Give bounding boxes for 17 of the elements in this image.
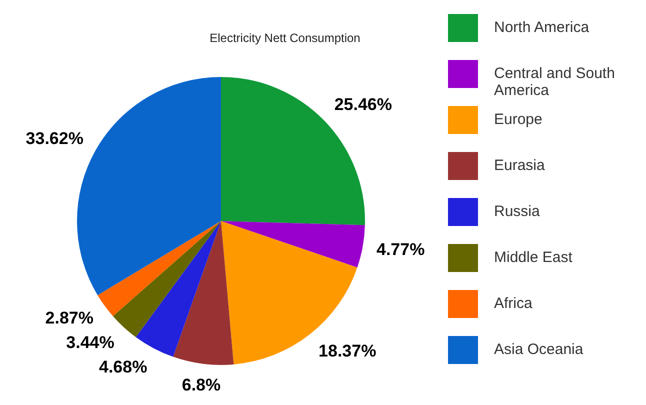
data-label: 2.87%: [45, 308, 94, 328]
text: Electricity Nett Consumption: [208, 31, 362, 45]
legend-label: Central and South America: [494, 64, 616, 99]
data-label: 4.68%: [99, 357, 148, 376]
data-label: 4.77%: [376, 240, 425, 260]
legend-label: Eurasia: [494, 156, 545, 174]
data-label: 18.37%: [318, 341, 376, 360]
data-label: 6.8%: [182, 375, 221, 394]
legend-label: North America: [494, 18, 590, 36]
legend-label: Europe: [494, 110, 542, 128]
data-label: 3.44%: [66, 333, 114, 352]
legend-label: Russia: [494, 202, 540, 220]
data-label: 33.62%: [26, 128, 84, 148]
legend-label: Asia Oceania: [494, 340, 584, 358]
legend-label: Africa: [494, 294, 532, 312]
data-label: 25.46%: [334, 95, 392, 114]
legend-label: Middle East: [494, 248, 572, 266]
